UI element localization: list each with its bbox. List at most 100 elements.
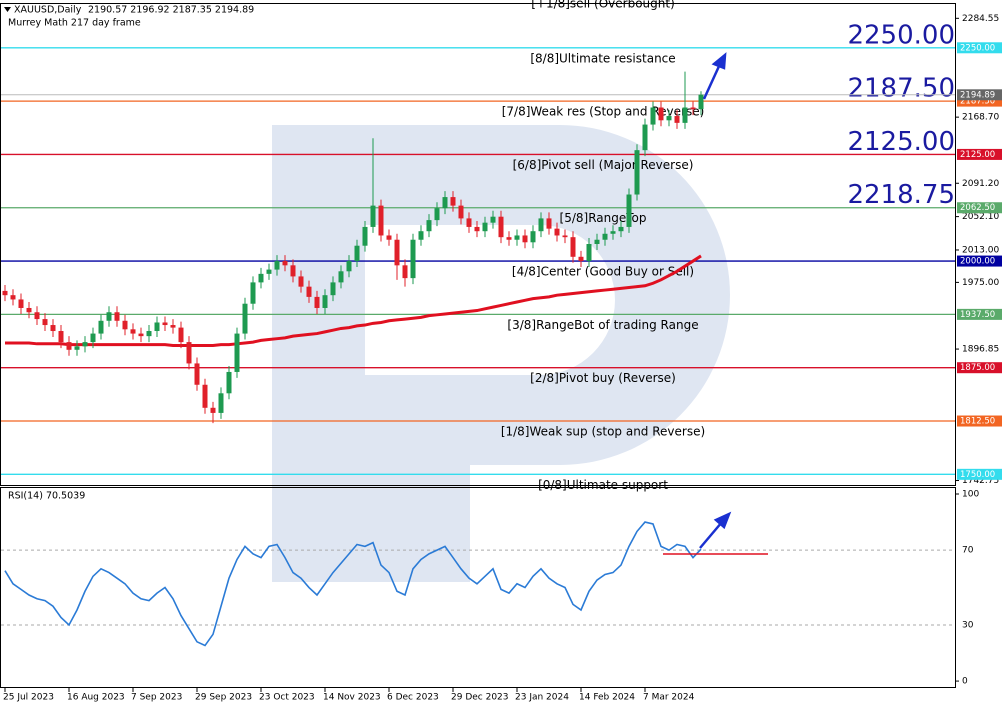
- candle-body: [218, 393, 224, 413]
- arrow-rsi: [699, 511, 732, 549]
- rsi-line: [4, 521, 702, 647]
- candle-body: [586, 244, 592, 262]
- price-box-label: 2000.00: [960, 257, 995, 267]
- candle-body: [122, 320, 128, 330]
- price-annotation: 2250.00: [847, 20, 955, 50]
- candle-body: [66, 342, 72, 350]
- candle-body: [610, 231, 616, 234]
- candle-body: [482, 222, 488, 232]
- y-tick-label: 2013.00: [962, 245, 999, 255]
- candle-body: [226, 371, 232, 394]
- y-tick-label: 2168.70: [962, 113, 999, 123]
- price-box-label: 1750.00: [960, 470, 995, 480]
- candle-body: [514, 235, 520, 240]
- candle-body: [322, 295, 328, 308]
- candle-body: [298, 276, 304, 287]
- level-label: [0/8]Ultimate support: [538, 478, 668, 492]
- candle-body: [666, 116, 672, 121]
- candle-body: [634, 150, 640, 195]
- candle-body: [282, 261, 288, 266]
- candle-body: [506, 237, 512, 240]
- overbought-label: [+1/8]sell (Overbought): [531, 0, 675, 11]
- price-box: [957, 95, 1002, 107]
- price-box: [957, 308, 1002, 320]
- level-label: [7/8]Weak res (Stop and Reverse): [502, 105, 705, 119]
- candle-body: [106, 312, 112, 321]
- price-box: [957, 148, 1002, 160]
- x-tick-label: 7 Sep 2023: [131, 693, 182, 703]
- candle-body: [338, 271, 344, 283]
- candle-body: [570, 237, 576, 257]
- price-box-label: 2062.50: [960, 203, 995, 213]
- candle-body: [146, 331, 152, 337]
- y-tick-label: 1975.00: [962, 278, 999, 288]
- price-box-label: 2125.00: [960, 150, 995, 160]
- price-box: [957, 42, 1002, 54]
- candle-body: [546, 218, 552, 229]
- candle-body: [594, 239, 600, 244]
- candle-body: [370, 205, 376, 227]
- x-tick-label: 23 Jan 2024: [515, 693, 569, 703]
- candle-body: [346, 261, 352, 272]
- candle-body: [50, 325, 56, 332]
- x-tick-label: 7 Mar 2024: [643, 693, 695, 703]
- candle-body: [618, 226, 624, 232]
- candle-body: [578, 256, 584, 262]
- rsi-label: RSI(14) 70.5039: [8, 491, 85, 502]
- y-tick-label: 2091.20: [962, 179, 999, 189]
- x-tick-label: 25 Jul 2023: [3, 693, 54, 703]
- candle-body: [74, 346, 80, 350]
- x-tick-label: 23 Oct 2023: [259, 693, 315, 703]
- candle-body: [682, 107, 688, 123]
- candle-body: [114, 312, 120, 321]
- candle-body: [18, 299, 24, 308]
- candle-body: [162, 322, 168, 326]
- candle-body: [378, 205, 384, 236]
- price-box: [957, 89, 1002, 101]
- price-box-label: 2187.50: [960, 97, 995, 107]
- candle-body: [194, 363, 200, 385]
- candle-body: [2, 290, 8, 296]
- moving-average: [5, 254, 702, 348]
- price-box-label: 2250.00: [960, 43, 995, 53]
- candle-body: [306, 286, 312, 297]
- rsi-tick-label: 0: [962, 677, 968, 687]
- candle-body: [450, 197, 456, 206]
- x-tick-label: 29 Sep 2023: [195, 693, 252, 703]
- price-annotation: 2218.75: [847, 180, 955, 210]
- candle-body: [242, 303, 248, 334]
- candle-body: [362, 226, 368, 246]
- candle-body: [674, 116, 680, 123]
- candle-body: [154, 322, 160, 332]
- price-box: [957, 362, 1002, 374]
- rsi-tick-label: 70: [962, 546, 974, 556]
- candle-body: [98, 320, 104, 334]
- candle-body: [138, 333, 144, 337]
- candle-body: [170, 325, 176, 328]
- y-tick-label: 2052.10: [962, 212, 999, 222]
- candle-body: [690, 107, 696, 110]
- candle-body: [250, 282, 256, 304]
- candle-body: [658, 107, 664, 121]
- candle-body: [266, 269, 272, 274]
- candle-body: [418, 231, 424, 240]
- candle-body: [82, 342, 88, 347]
- menu-arrow[interactable]: [4, 7, 11, 12]
- rsi-pane: [0, 487, 956, 688]
- candle-body: [426, 220, 432, 232]
- candle-body: [42, 319, 48, 326]
- candle-body: [626, 194, 632, 227]
- candle-body: [394, 239, 400, 266]
- candle-body: [442, 197, 448, 209]
- candle-body: [186, 342, 192, 364]
- candle-body: [698, 94, 704, 110]
- candle-body: [642, 124, 648, 151]
- level-label: [8/8]Ultimate resistance: [530, 51, 675, 65]
- candle-body: [258, 273, 264, 283]
- candle-body: [354, 245, 360, 262]
- level-label: [3/8]RangeBot of trading Range: [507, 318, 698, 332]
- price-annotation: 2125.00: [847, 127, 955, 157]
- candle-body: [530, 231, 536, 243]
- watermark: [272, 125, 730, 582]
- candle-body: [58, 331, 64, 343]
